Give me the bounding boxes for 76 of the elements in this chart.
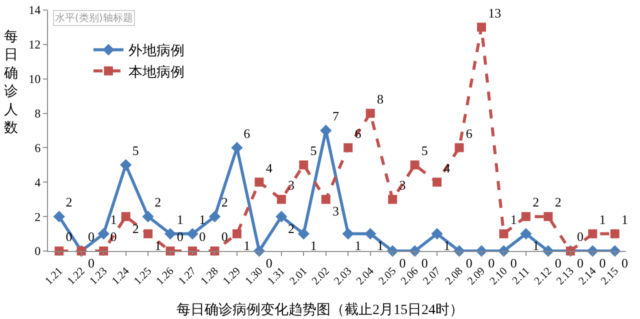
y-tick-label: 2 [34,210,41,224]
data-label: 2 [532,194,540,210]
data-label: 2 [288,220,295,236]
y-axis-title: 每日确诊人数 [3,29,18,136]
x-tick-label: 2.12 [532,265,554,288]
x-tick-label: 1.30 [243,264,266,288]
annotation: 水平(类别)轴标题 [55,12,133,24]
data-label: 0 [199,229,206,244]
x-tick-label: 2.05 [376,264,399,288]
data-label: 1 [199,212,206,227]
data-label: 0 [399,255,406,270]
y-tick-label: 0 [34,244,41,258]
data-label: 4 [444,160,451,176]
data-label: 8 [376,91,384,106]
data-label: 0 [421,255,428,270]
y-tick-label: 14 [28,3,41,18]
data-label: 1 [622,212,628,227]
data-label: 0 [510,255,517,270]
data-label: 7 [332,108,340,124]
data-label: 2 [221,194,228,210]
x-tick-label: 2.01 [288,265,310,288]
text: 每日确诊病例变化趋势图（截止2月15日24时） [176,302,464,318]
data-label: 1 [444,238,450,254]
data-label: 2 [132,220,139,236]
data-label: 0 [221,229,228,244]
data-label: 2 [154,194,162,210]
data-label: 0 [466,255,472,270]
data-label: 0 [554,255,562,270]
data-label: 0 [577,255,584,270]
x-tick-label: 1.29 [220,264,244,288]
data-label: 0 [88,255,94,270]
data-label: 1 [532,238,540,254]
x-tick-label: 2.02 [310,265,332,288]
data-label: 2 [554,194,562,210]
x-tick-label: 1.28 [198,264,222,288]
x-tick-label: 1.26 [154,264,177,288]
y-tick-label: 6 [34,140,41,155]
data-label: 5 [132,143,139,158]
data-label: 0 [622,255,628,270]
data-label: 0 [66,229,72,244]
x-tick-label: 2.03 [332,264,354,288]
data-label: 4 [266,160,273,176]
data-label: 1 [354,238,362,254]
y-tick-label: 8 [34,106,41,120]
data-label: 5 [310,143,317,158]
x-tick-label: 1.21 [43,265,66,288]
x-tick-label: 1.24 [110,264,132,288]
x-tick-label: 1.22 [65,265,88,288]
y-tick-label: 10 [28,72,41,86]
data-label: 6 [466,126,473,141]
data-label: 2 [66,194,72,210]
data-label: 1 [110,212,117,227]
data-label: 0 [88,229,94,244]
data-label: 3 [332,204,340,219]
x-tick-label: 2.08 [443,264,466,288]
x-tick-label: 1.27 [176,264,199,288]
data-label: 1 [510,212,517,227]
data-label: 3 [288,177,295,192]
data-label: 0 [488,255,495,270]
data-label: 6 [244,126,251,141]
y-tick-label: 4 [34,175,41,190]
data-label: 0 [266,255,272,270]
data-label: 1 [176,212,184,227]
data-label: 5 [421,143,428,158]
data-label: 1 [599,212,606,227]
legend-label: 本地病例 [128,64,184,80]
data-label: 1 [154,238,162,254]
data-label: 0 [577,229,584,244]
data-label: 0 [599,255,606,270]
data-label: 13 [488,5,502,20]
data-label: 1 [244,238,250,254]
legend-label: 外地病例 [128,43,184,60]
x-tick-label: 1.25 [132,264,154,288]
y-tick-label: 12 [28,38,41,52]
x-tick-label: 2.04 [354,264,377,288]
data-label: 1 [310,238,317,254]
